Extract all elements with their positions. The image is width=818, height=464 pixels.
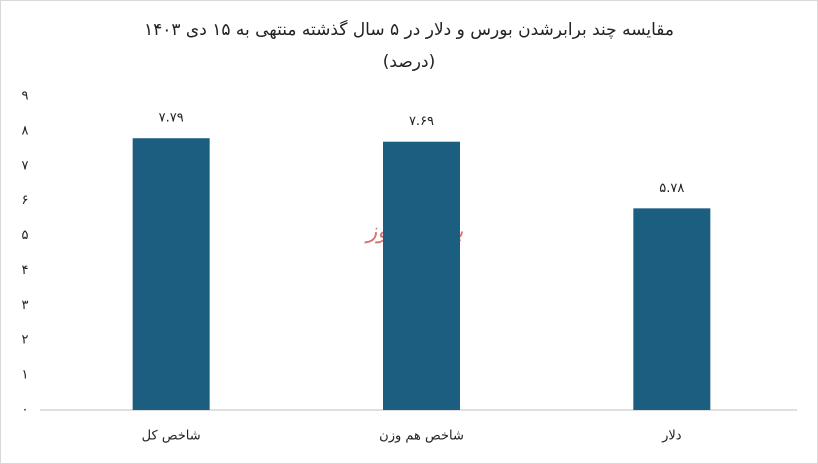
y-tick-label: ۷ xyxy=(22,158,29,173)
y-tick-label: ۵ xyxy=(22,228,29,243)
x-tick-label: شاخص هم وزن xyxy=(379,429,464,444)
y-tick-label: ۰ xyxy=(22,403,29,418)
chart-title: مقایسه چند برابرشدن بورس و دلار در ۵ سال… xyxy=(144,19,674,40)
bar xyxy=(132,138,210,410)
value-label: ۷.۶۹ xyxy=(409,114,434,129)
chart-subtitle: (درصد) xyxy=(383,52,435,72)
value-label: ۵.۷۸ xyxy=(659,181,684,196)
y-tick-label: ۶ xyxy=(22,193,29,208)
bar xyxy=(633,208,711,410)
x-tick-label: دلار xyxy=(661,429,682,444)
y-tick-label: ۲ xyxy=(22,333,29,348)
value-label: ۷.۷۹ xyxy=(159,111,184,126)
y-tick-label: ۱ xyxy=(22,368,29,383)
y-tick-label: ۸ xyxy=(22,123,29,138)
y-tick-label: ۳ xyxy=(22,298,29,313)
y-tick-label: ۴ xyxy=(22,263,29,278)
y-tick-label: ۹ xyxy=(22,89,29,104)
x-tick-label: شاخص کل xyxy=(142,429,201,444)
bar xyxy=(383,141,460,410)
